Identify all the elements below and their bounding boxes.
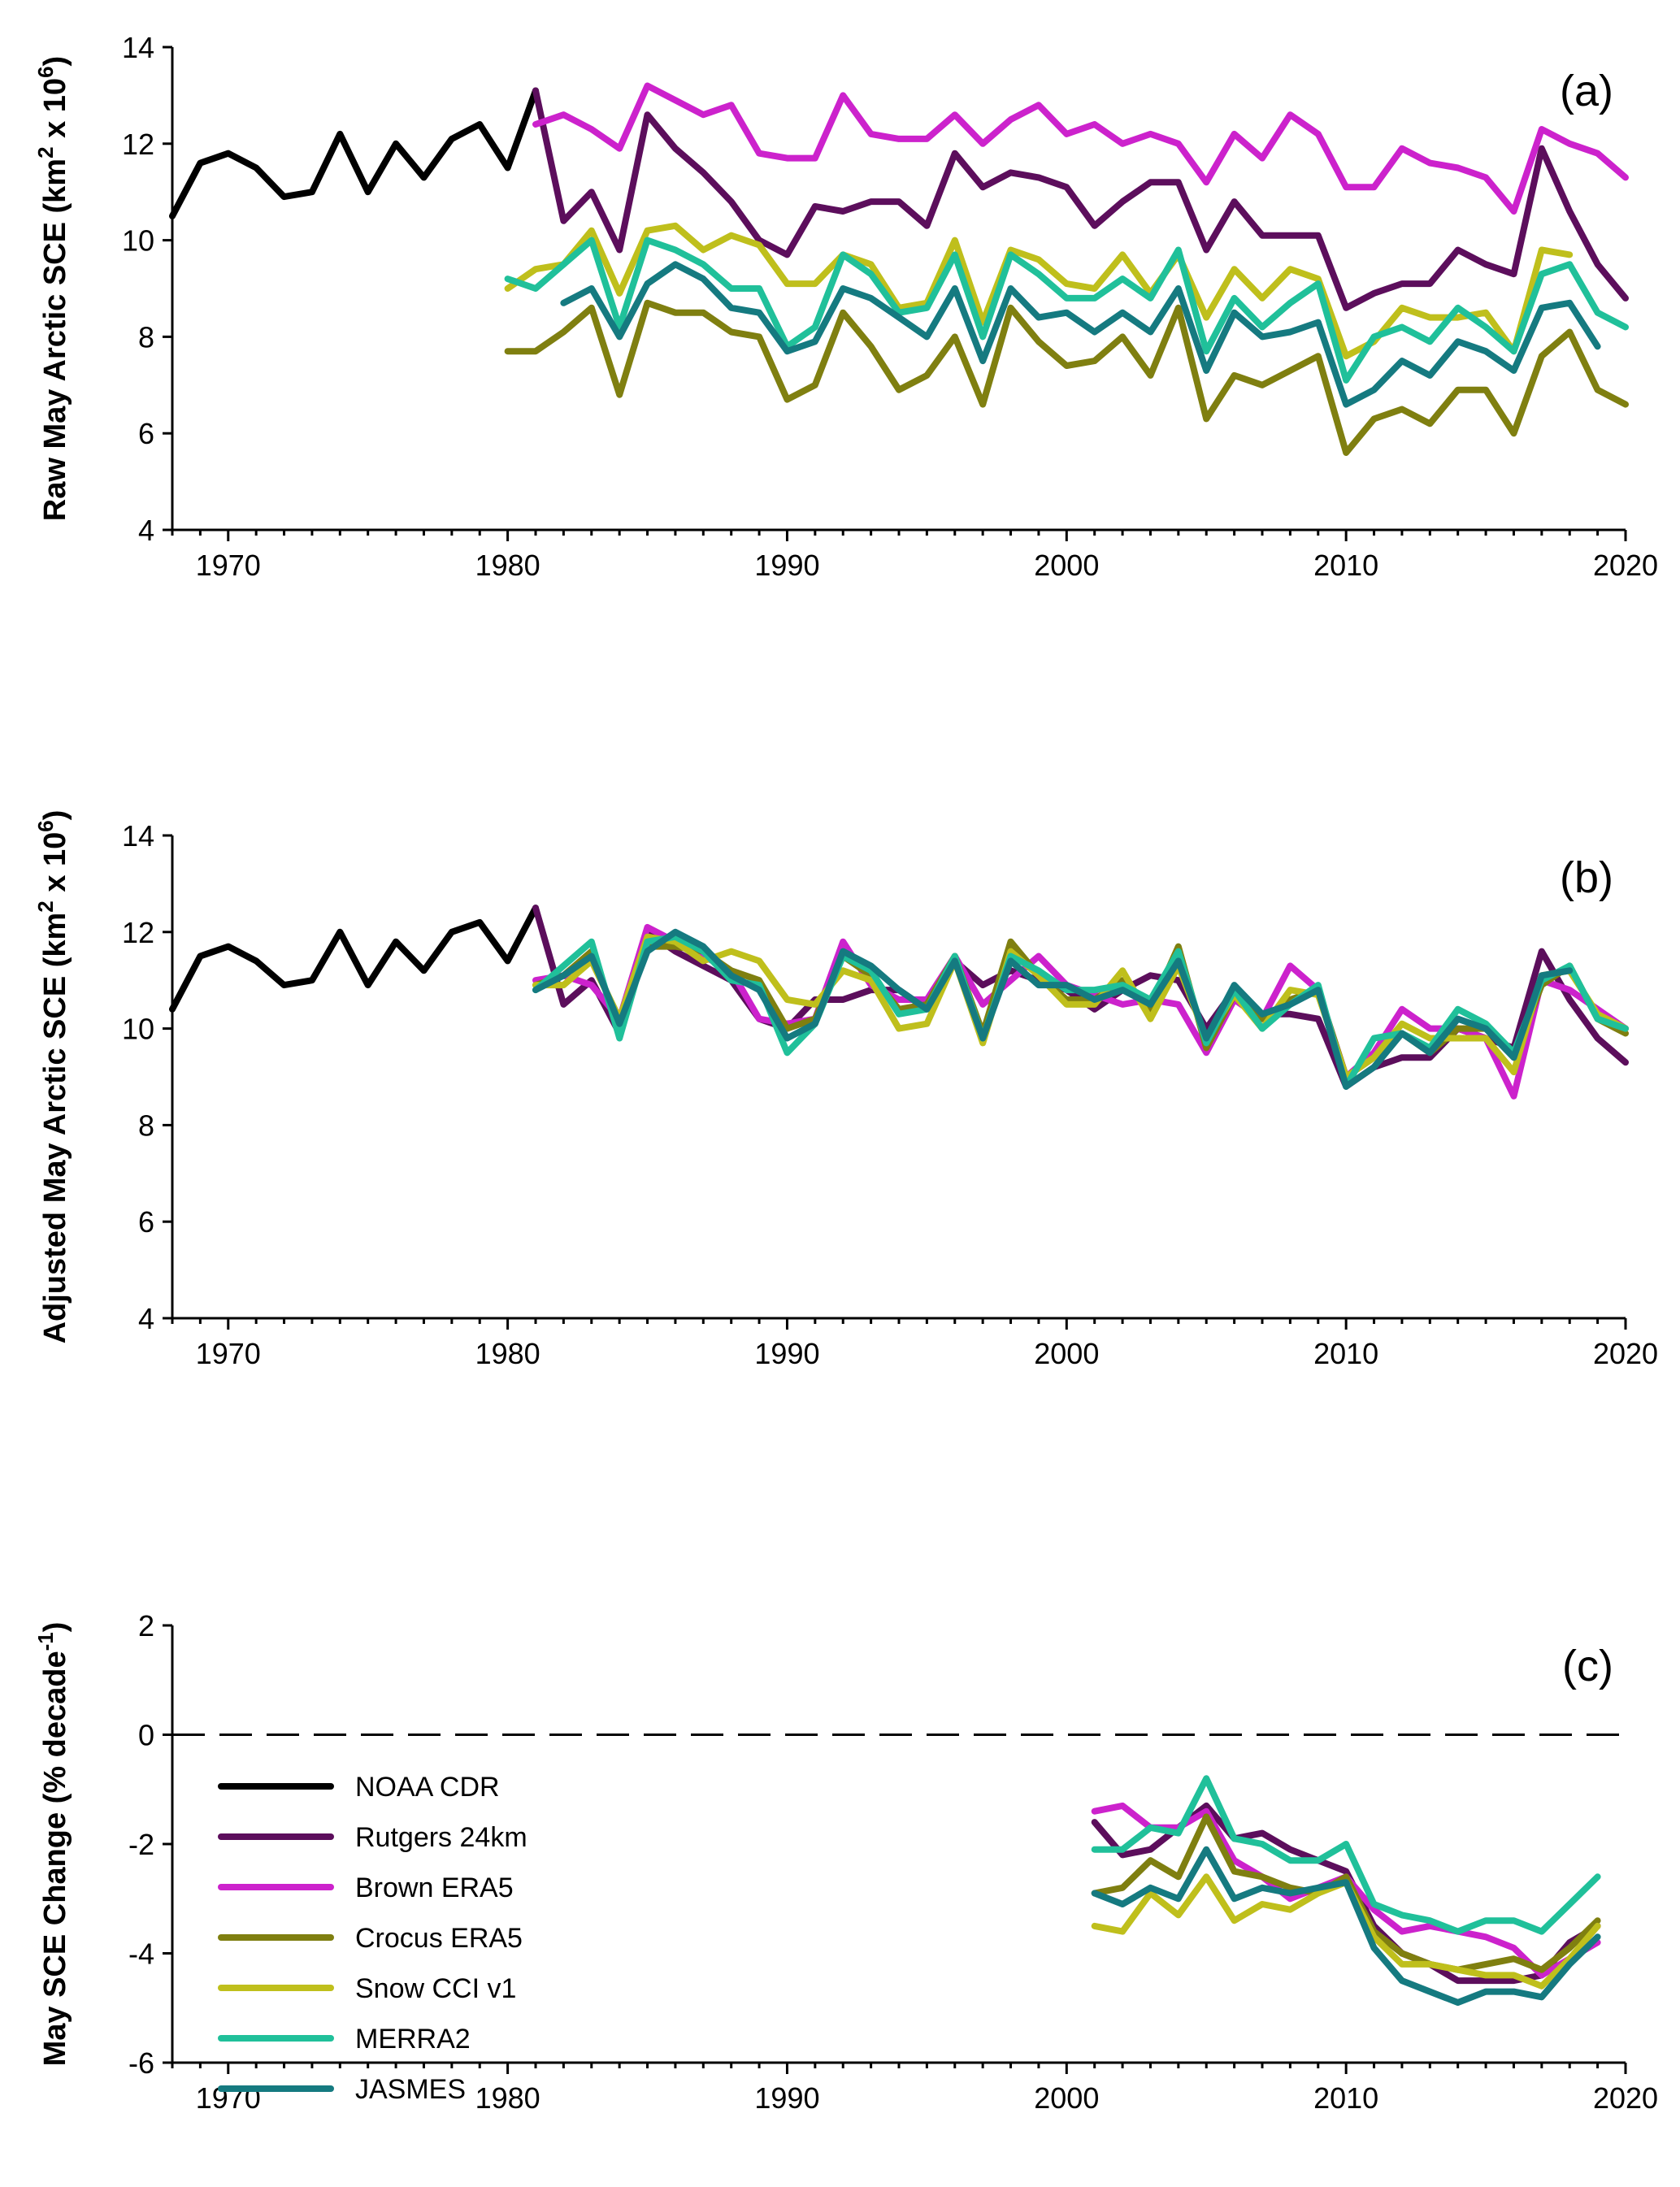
series-line-brown-era5	[532, 82, 1629, 215]
legend-label-snow-cci-v1: Snow CCI v1	[355, 1973, 516, 2004]
series-line-noaa-cdr	[169, 87, 539, 219]
panel-tag: (a)	[1560, 67, 1613, 115]
y-axis-label: Raw May Arctic SCE (km2 x 106)	[33, 56, 72, 521]
series-line-jasmes	[560, 261, 1601, 408]
y-tick-label: -2	[128, 1828, 154, 1861]
x-tick-label: 2000	[1034, 2081, 1099, 2115]
panel-a: 4 6 8 10 12 14 1970 1980 1990 2000 2010 2020 Raw May…	[33, 31, 1658, 582]
x-tick-label: 2000	[1034, 1337, 1099, 1370]
x-tick-label: 1980	[475, 549, 540, 582]
y-tick-label: 6	[138, 417, 154, 450]
panel-tag: (b)	[1560, 853, 1613, 902]
x-tick-label: 1980	[475, 2081, 540, 2115]
y-tick-label: 8	[138, 1109, 154, 1142]
x-tick-label: 1980	[475, 1337, 540, 1370]
x-tick-label: 2010	[1313, 2081, 1378, 2115]
x-tick-label: 2020	[1593, 1337, 1658, 1370]
y-tick-label: -6	[128, 2046, 154, 2080]
legend-label-jasmes: JASMES	[355, 2074, 466, 2105]
y-tick-label: 14	[122, 819, 154, 853]
legend-label-noaa-cdr: NOAA CDR	[355, 1772, 500, 1803]
y-tick-label: 0	[138, 1719, 154, 1752]
y-tick-label: 10	[122, 1013, 154, 1046]
y-tick-label: 4	[138, 1302, 154, 1335]
y-tick-label: -4	[128, 1937, 154, 1971]
y-tick-label: 4	[138, 514, 154, 547]
series-line-merra2	[504, 236, 1629, 384]
y-tick-label: 12	[122, 916, 154, 949]
series-line-rutgers-24km	[532, 87, 1629, 311]
series-line-crocus-era5	[1091, 1813, 1601, 1973]
y-tick-label: 10	[122, 224, 154, 258]
x-tick-label: 1990	[754, 2081, 819, 2115]
y-tick-label: 12	[122, 128, 154, 161]
series-line-snow-cci-v1	[532, 933, 1629, 1080]
series-line-snow-cci-v1	[504, 222, 1574, 360]
x-tick-label: 2010	[1313, 1337, 1378, 1370]
y-tick-label: 14	[122, 31, 154, 64]
x-tick-label: 1990	[754, 1337, 819, 1370]
y-axis-label: May SCE Change (% decade-1)	[33, 1622, 72, 2067]
x-tick-label: 1970	[196, 549, 261, 582]
panel-tag: (c)	[1562, 1642, 1613, 1690]
legend-label-brown-era5: Brown ERA5	[355, 1872, 514, 1903]
x-tick-label: 1990	[754, 549, 819, 582]
series-line-noaa-cdr	[169, 905, 539, 1013]
legend-label-crocus-era5: Crocus ERA5	[355, 1923, 523, 1954]
legend: NOAA CDR Rutgers 24km Brown ERA5 Crocus ERA…	[218, 1772, 527, 2105]
series-line-crocus-era5	[504, 299, 1629, 456]
series-line-merra2	[1091, 1775, 1601, 1935]
x-tick-label: 2010	[1313, 549, 1378, 582]
y-axis-label: Adjusted May Arctic SCE (km2 x 106)	[33, 810, 72, 1344]
panel-b: 4 6 8 10 12 14 1970 1980 1990 2000 2010 2020 Adjuste…	[33, 810, 1658, 1370]
legend-label-rutgers-24km: Rutgers 24km	[355, 1822, 527, 1853]
y-tick-label: 8	[138, 320, 154, 354]
x-tick-label: 2000	[1034, 549, 1099, 582]
x-tick-label: 1970	[196, 1337, 261, 1370]
y-tick-label: 2	[138, 1609, 154, 1642]
x-tick-label: 2020	[1593, 2081, 1658, 2115]
series-line-jasmes	[532, 928, 1574, 1090]
series-line-jasmes	[1091, 1846, 1601, 2006]
y-tick-label: 6	[138, 1205, 154, 1239]
legend-label-merra2: MERRA2	[355, 2024, 471, 2055]
x-tick-label: 2020	[1593, 549, 1658, 582]
